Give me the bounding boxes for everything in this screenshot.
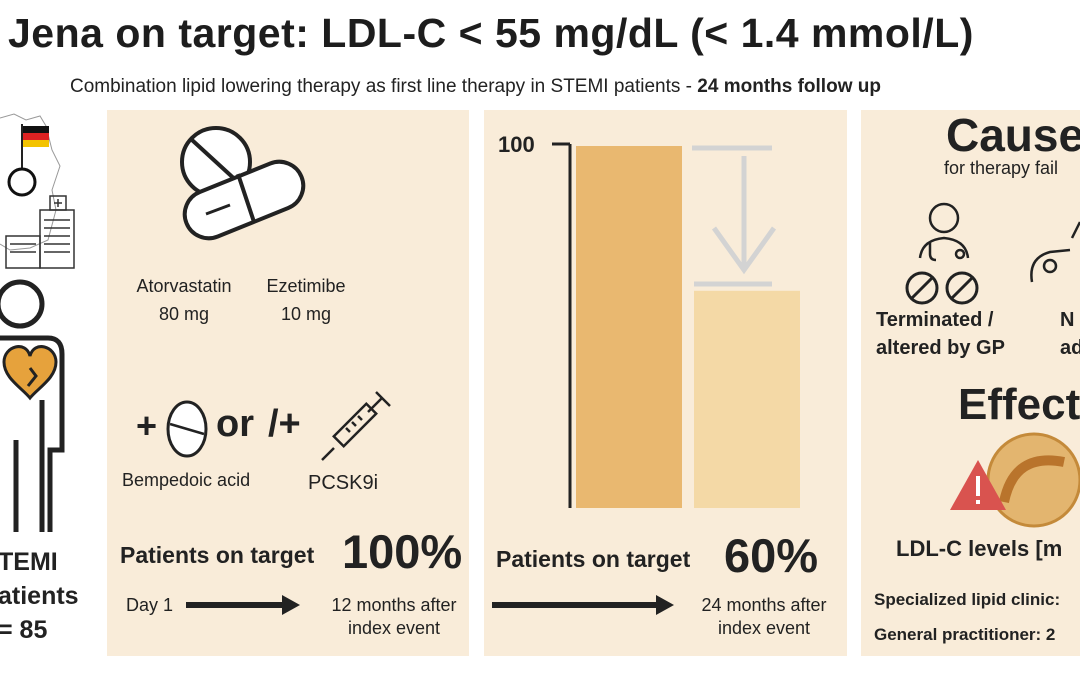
warning-icon bbox=[950, 460, 1006, 510]
slash-plus-label: /+ bbox=[268, 403, 301, 445]
target-label-1: Patients on target bbox=[120, 542, 315, 568]
causes-panel bbox=[861, 110, 1080, 656]
patient-graphic bbox=[0, 113, 75, 532]
cause1-line2: altered by GP bbox=[876, 337, 1005, 359]
cause1-line1: Terminated / bbox=[876, 309, 994, 331]
drug3-name: Bempedoic acid bbox=[122, 470, 251, 490]
bar-1 bbox=[576, 146, 682, 508]
cause2-line1: N bbox=[1060, 309, 1075, 331]
gp-label: General practitioner: 2 bbox=[874, 625, 1056, 644]
subtitle-main: Combination lipid lowering therapy as fi… bbox=[70, 76, 698, 97]
left-line2: atients bbox=[0, 582, 79, 610]
germany-flag-icon bbox=[21, 124, 49, 170]
person-icon bbox=[0, 279, 65, 532]
to-label-2b: index event bbox=[717, 618, 811, 638]
plus-sign: + bbox=[136, 405, 158, 446]
germany-map-icon bbox=[0, 113, 61, 251]
to-label-1b: index event bbox=[347, 618, 441, 638]
y-tick-label: 100 bbox=[498, 132, 535, 157]
header: Jena on target: LDL-C < 55 mg/dL (< 1.4 … bbox=[0, 4, 1080, 97]
subtitle-bold: 24 months follow up bbox=[697, 76, 881, 97]
syringe-icon bbox=[321, 391, 391, 461]
drug2-name: Ezetimibe bbox=[266, 276, 346, 296]
left-line3: = 85 bbox=[0, 616, 48, 644]
hospital-icon bbox=[5, 195, 75, 269]
chart: 100 bbox=[498, 132, 800, 508]
arrow-right-icon-2 bbox=[492, 595, 674, 615]
target-label-2: Patients on target bbox=[496, 546, 691, 572]
or-label: or bbox=[216, 403, 254, 445]
page-subtitle: Combination lipid lowering therapy as fi… bbox=[70, 76, 881, 98]
heart-icon bbox=[2, 345, 58, 401]
arrow-right-icon bbox=[186, 595, 300, 615]
ldl-particle-icon bbox=[986, 432, 1080, 528]
drug1-name: Atorvastatin bbox=[136, 276, 232, 296]
effect-title: Effect bbox=[958, 380, 1080, 429]
drug1-dose: 80 mg bbox=[158, 304, 210, 324]
to-label-2a: 24 months after bbox=[701, 595, 827, 615]
location-marker-icon bbox=[7, 167, 37, 197]
doctor-icon bbox=[918, 202, 970, 262]
page-title: Jena on target: LDL-C < 55 mg/dL (< 1.4 … bbox=[8, 10, 974, 56]
causes-title: Cause bbox=[946, 109, 1080, 161]
to-label-1a: 12 months after bbox=[331, 595, 457, 615]
target-pct-1: 100% bbox=[342, 525, 463, 578]
cause2-line2: ad bbox=[1060, 337, 1080, 359]
drug4-name: PCSK9i bbox=[308, 472, 379, 494]
from-label: Day 1 bbox=[126, 595, 174, 615]
target-pct-2: 60% bbox=[724, 529, 819, 582]
ldl-levels-label: LDL-C levels [m bbox=[896, 536, 1063, 561]
left-line1: TEMI bbox=[0, 548, 58, 576]
drug2-dose: 10 mg bbox=[280, 304, 332, 324]
effect-icons bbox=[950, 432, 1080, 528]
down-arrow-icon bbox=[711, 156, 777, 275]
bar-2 bbox=[694, 290, 800, 508]
pills-icon bbox=[180, 126, 306, 241]
no-pills-icon bbox=[905, 271, 979, 305]
hand-pill-icon bbox=[1030, 221, 1080, 283]
causes-subtitle: for therapy fail bbox=[944, 158, 1059, 178]
tablet-icon bbox=[166, 400, 208, 458]
causes-icons bbox=[905, 202, 1080, 305]
clinic-label: Specialized lipid clinic: bbox=[874, 590, 1061, 609]
